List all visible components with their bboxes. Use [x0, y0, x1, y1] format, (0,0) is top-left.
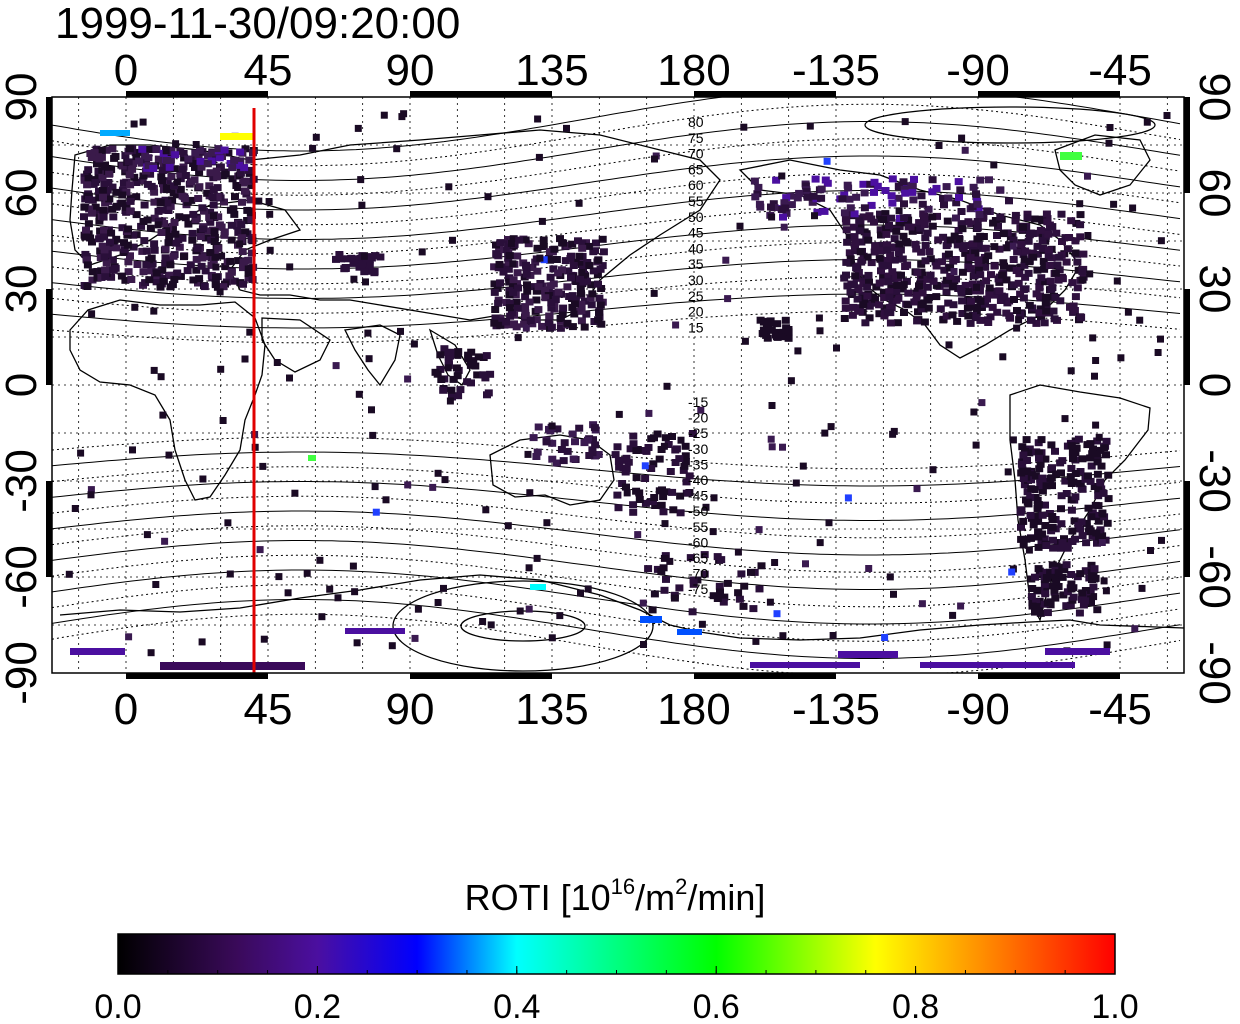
bottom-lon-tick: 0: [114, 685, 138, 734]
contour-label: 50: [688, 209, 704, 225]
bottom-longitude-ticks: 0 45 90 135 180 -135 -90 -45: [114, 685, 1152, 734]
colorbar-tick-label: 0.8: [892, 988, 939, 1024]
right-latitude-ticks: 90 60 30 0 -30 -60 -90: [1190, 73, 1239, 705]
top-lon-tick: -90: [946, 46, 1010, 95]
colorbar-gradient: [117, 933, 1116, 975]
colorbar-tick-label: 0.0: [94, 988, 141, 1024]
right-lat-tick: 30: [1190, 265, 1239, 314]
contour-label: -55: [688, 519, 708, 535]
right-lat-tick: 0: [1190, 373, 1239, 397]
contour-label: 45: [688, 225, 704, 241]
contour-label: 20: [688, 304, 704, 320]
contour-label: 60: [688, 177, 704, 193]
top-lon-tick: -45: [1088, 46, 1152, 95]
contour-label: -25: [688, 425, 708, 441]
contour-label: -30: [688, 441, 708, 457]
colorbar-tick-label: 1.0: [1091, 988, 1138, 1024]
polar-bands: [70, 130, 1110, 670]
contour-label: 55: [688, 193, 704, 209]
right-lat-tick: -60: [1190, 545, 1239, 609]
top-lon-tick: 45: [244, 46, 293, 95]
colorbar-ticks: 0.0 0.2 0.4 0.6 0.8 1.0: [94, 966, 1139, 1024]
colorbar: ROTI [1016/m2/min] 0.0 0.2 0.4 0.6 0.8 1.0: [94, 874, 1138, 1024]
contour-label: 70: [688, 146, 704, 162]
left-lat-tick: -30: [0, 449, 46, 513]
right-lat-tick: -90: [1190, 641, 1239, 705]
contour-label: 75: [688, 130, 704, 146]
contour-label: -20: [688, 410, 708, 426]
contour-label: -45: [688, 488, 708, 504]
left-lat-tick: -90: [0, 641, 46, 705]
top-longitude-ticks: 0 45 90 135 180 -135 -90 -45: [114, 46, 1152, 95]
contour-label: -60: [688, 534, 708, 550]
left-lat-tick: 0: [0, 373, 46, 397]
contour-label: -40: [688, 472, 708, 488]
roti-data-pixels: [65, 110, 1171, 657]
contour-label: 65: [688, 161, 704, 177]
plot-title: 1999-11-30/09:20:00: [55, 0, 460, 48]
colorbar-tick-label: 0.6: [693, 988, 740, 1024]
contour-label: 30: [688, 272, 704, 288]
colorbar-tick-label: 0.4: [493, 988, 540, 1024]
magnetic-latitude-contours: [52, 97, 1181, 673]
bottom-lon-tick: 90: [386, 685, 435, 734]
axis-bars: [46, 91, 1190, 679]
top-lon-tick: 90: [386, 46, 435, 95]
contour-label: -15: [688, 394, 708, 410]
contour-label: 80: [688, 114, 704, 130]
contour-label: 35: [688, 256, 704, 272]
bottom-lon-tick: 45: [244, 685, 293, 734]
left-lat-tick: -60: [0, 545, 46, 609]
top-lon-tick: 135: [515, 46, 588, 95]
contour-label: -75: [688, 581, 708, 597]
bottom-lon-tick: 180: [657, 685, 730, 734]
contour-label: 40: [688, 240, 704, 256]
right-lat-tick: 60: [1190, 169, 1239, 218]
left-lat-tick: 90: [0, 73, 46, 122]
bottom-lon-tick: 135: [515, 685, 588, 734]
top-lon-tick: 180: [657, 46, 730, 95]
left-lat-tick: 60: [0, 169, 46, 218]
world-map: [52, 97, 1184, 673]
contour-label: -50: [688, 503, 708, 519]
contour-label: -35: [688, 456, 708, 472]
colorbar-label: ROTI [1016/m2/min]: [465, 874, 766, 918]
contour-label: 15: [688, 319, 704, 335]
contour-label: 25: [688, 288, 704, 304]
colorbar-tick-label: 0.2: [294, 988, 341, 1024]
bottom-lon-tick: -135: [792, 685, 880, 734]
bottom-lon-tick: -45: [1088, 685, 1152, 734]
contour-label: -65: [688, 550, 708, 566]
top-lon-tick: 0: [114, 46, 138, 95]
left-lat-tick: 30: [0, 265, 46, 314]
right-lat-tick: 90: [1190, 73, 1239, 122]
right-lat-tick: -30: [1190, 449, 1239, 513]
contour-label: -70: [688, 566, 708, 582]
left-latitude-ticks: 90 60 30 0 -30 -60 -90: [0, 73, 46, 705]
top-lon-tick: -135: [792, 46, 880, 95]
bottom-lon-tick: -90: [946, 685, 1010, 734]
